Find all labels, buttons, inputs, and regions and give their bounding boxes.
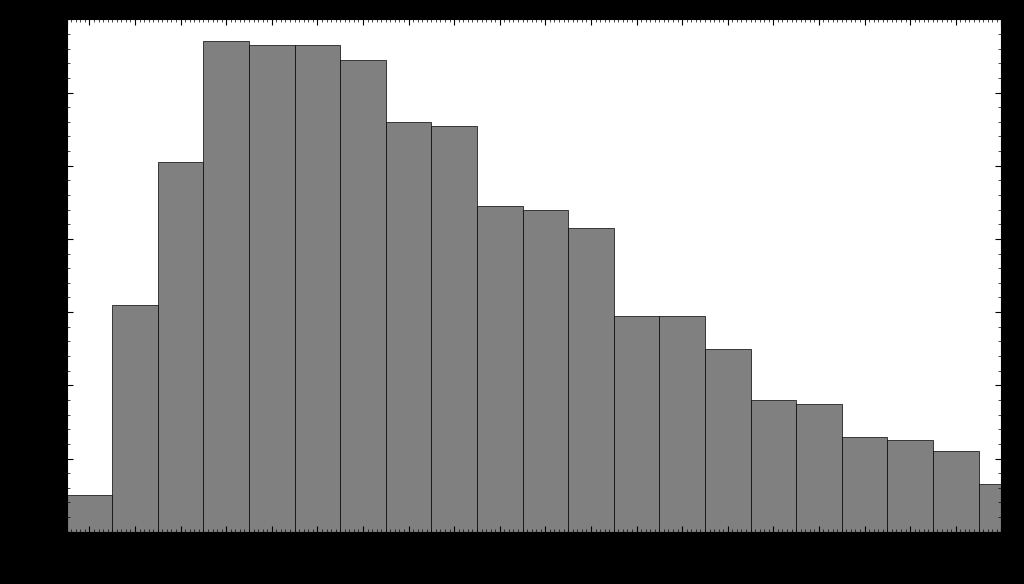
X-axis label: cm/s: cm/s — [517, 556, 551, 570]
Bar — [340, 60, 386, 531]
Bar — [796, 404, 842, 531]
Bar — [705, 349, 751, 531]
Bar — [659, 316, 705, 531]
Bar — [204, 41, 249, 531]
Bar — [522, 210, 568, 531]
Bar — [842, 437, 888, 531]
Y-axis label: Antall målinger: Antall målinger — [14, 223, 30, 329]
Bar — [158, 162, 204, 531]
Bar — [477, 206, 522, 531]
Bar — [295, 45, 340, 531]
Bar — [613, 316, 659, 531]
Bar — [751, 400, 796, 531]
Bar — [933, 451, 979, 531]
Bar — [888, 440, 933, 531]
Bar — [386, 122, 431, 531]
Bar — [249, 45, 295, 531]
Bar — [113, 305, 158, 531]
Bar — [67, 495, 113, 531]
Bar — [979, 484, 1024, 531]
Bar — [431, 126, 477, 531]
Bar — [568, 228, 613, 531]
